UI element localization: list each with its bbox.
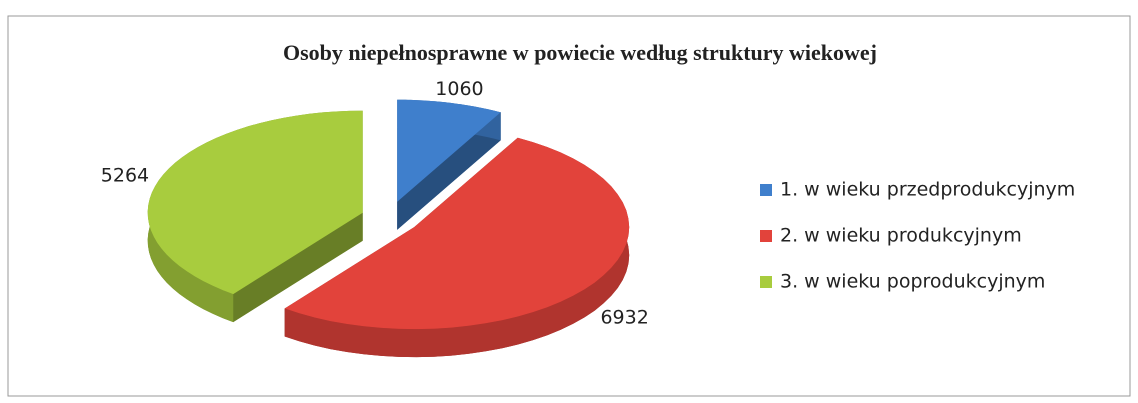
slice [147, 110, 363, 295]
slice-side [284, 137, 630, 358]
slice [284, 137, 630, 330]
chart-title: Osoby niepełnosprawne w powiecie według … [283, 40, 877, 65]
slice-side [233, 212, 363, 323]
legend-swatch [760, 230, 772, 242]
legend-label: 1. w wieku przedprodukcyjnym [780, 179, 1075, 201]
data-label: 6932 [600, 307, 648, 329]
legend-swatch [760, 276, 772, 288]
slice-side [397, 112, 501, 230]
legend-label: 2. w wieku produkcyjnym [780, 225, 1022, 247]
data-label: 1060 [435, 78, 483, 100]
legend-swatch [760, 184, 772, 196]
slice [397, 99, 501, 202]
data-label: 5264 [101, 164, 149, 186]
legend-label: 3. w wieku poprodukcyjnym [780, 271, 1045, 293]
